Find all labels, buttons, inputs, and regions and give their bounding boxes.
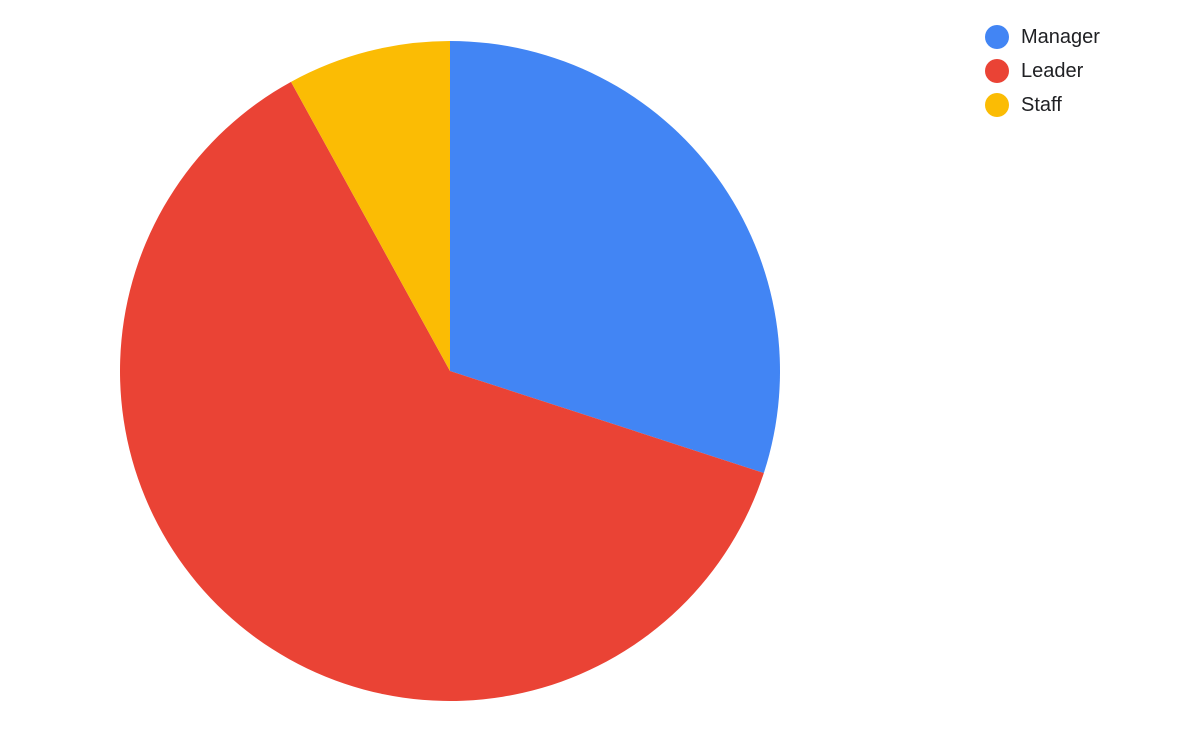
legend-swatch-icon xyxy=(985,25,1009,49)
legend-swatch-icon xyxy=(985,93,1009,117)
legend: Manager Leader Staff xyxy=(985,25,1100,117)
legend-label: Staff xyxy=(1021,93,1062,117)
legend-item-leader: Leader xyxy=(985,59,1100,83)
legend-label: Leader xyxy=(1021,59,1083,83)
pie-svg xyxy=(0,0,900,742)
legend-label: Manager xyxy=(1021,25,1100,49)
legend-item-manager: Manager xyxy=(985,25,1100,49)
pie-chart xyxy=(0,0,900,742)
legend-swatch-icon xyxy=(985,59,1009,83)
legend-item-staff: Staff xyxy=(985,93,1100,117)
pie-chart-container: Manager Leader Staff xyxy=(0,0,1200,742)
